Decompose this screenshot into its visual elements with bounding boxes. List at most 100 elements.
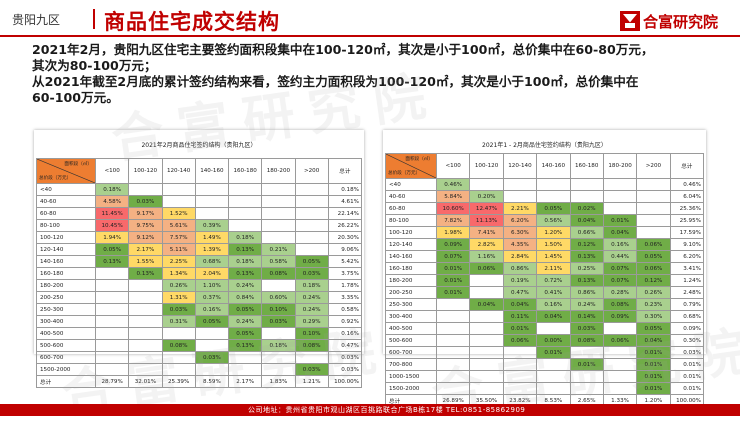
table-cell: 6.30% — [502, 226, 538, 239]
table-corner-header: 面积段（㎡） 总价段（万元） — [36, 158, 96, 184]
column-total: 8.59% — [194, 375, 230, 388]
column-header: >200 — [636, 153, 671, 179]
row-label: 200-250 — [36, 291, 96, 304]
table-cell — [636, 202, 671, 215]
table-cell: 0.24% — [227, 315, 263, 328]
table-cell — [128, 303, 163, 316]
table-cell — [602, 346, 638, 359]
summary-paragraph: 2021年2月，贵阳九区住宅主要签约面积段集中在100-120㎡，其次是小于10… — [32, 42, 722, 106]
table-cell: 0.24% — [294, 303, 329, 316]
row-total: 3.75% — [327, 267, 363, 280]
table-cell: 0.01% — [435, 262, 471, 275]
table-cell: 0.37% — [194, 291, 230, 304]
row-total: 3.35% — [327, 291, 363, 304]
column-total: 1.21% — [294, 375, 329, 388]
table-cell — [602, 370, 638, 383]
table-cell: 7.57% — [161, 231, 196, 244]
table-cell — [502, 178, 538, 191]
table-cell — [128, 183, 163, 196]
table-cell — [94, 339, 130, 352]
table-row: 40-60 5.84% 0.20% 6.04% — [385, 190, 705, 203]
table-cell: 1.52% — [161, 207, 196, 220]
table-row: 600-700 0.01% 0.01% 0.03% — [385, 346, 705, 359]
corner-area-label: 面积段（㎡） — [64, 162, 92, 167]
page-header: 贵阳九区 商品住宅成交结构 合富研究院 — [0, 0, 740, 40]
table-cell: 0.01% — [435, 274, 471, 287]
table-row: 60-80 11.45% 9.17% 1.52% 22.14% — [36, 207, 363, 220]
table-cell — [294, 219, 329, 232]
table-cell — [469, 310, 504, 323]
table-cell: 0.24% — [227, 279, 263, 292]
row-total: 0.16% — [327, 327, 363, 340]
table-cell: 0.04% — [602, 226, 638, 239]
table-cell — [502, 382, 538, 395]
table-cell: 0.01% — [636, 382, 671, 395]
column-header: >200 — [294, 158, 329, 184]
table-cell: 0.68% — [194, 255, 230, 268]
table-cell: 0.26% — [161, 279, 196, 292]
table-row: 700-800 0.01% 0.01% 0.01% — [385, 358, 705, 371]
table-cell: 0.01% — [435, 286, 471, 299]
table-row: 80-100 7.82% 11.13% 6.20% 0.56% 0.04% 0.01% 25.… — [385, 214, 705, 227]
table-cell: 7.82% — [435, 214, 471, 227]
table-cell — [161, 183, 196, 196]
table-cell: 6.20% — [502, 214, 538, 227]
table-cell: 1.31% — [161, 291, 196, 304]
page-title: 商品住宅成交结构 — [104, 10, 280, 34]
table-cell: 0.04% — [569, 214, 604, 227]
table-cell — [435, 358, 471, 371]
table-cell — [435, 322, 471, 335]
table-cell: 0.09% — [602, 310, 638, 323]
table-cell: 0.46% — [435, 178, 471, 191]
table-cell: 0.04% — [636, 334, 671, 347]
table-cell: 1.49% — [194, 231, 230, 244]
table-cell: 0.04% — [469, 298, 504, 311]
table-cell: 0.41% — [536, 286, 571, 299]
table-cell — [602, 190, 638, 203]
summary-line: 其次为80-100万元； — [32, 58, 157, 73]
table-row: 600-700 0.03% 0.03% — [36, 351, 363, 364]
row-label: 120-140 — [385, 238, 437, 251]
table-cell — [227, 207, 263, 220]
table-row: 180-200 0.01% 0.19% 0.72% 0.13% 0.07% 0.12% 1.2… — [385, 274, 705, 287]
table-row: 60-80 10.60% 12.47% 2.21% 0.05% 0.02% 25.36% — [385, 202, 705, 215]
monthly-structure-table: 面积段（㎡） 总价段（万元） <100 100-120 120-140 140-160 16… — [36, 158, 363, 388]
row-label: 40-60 — [36, 195, 96, 208]
table-cell: 5.11% — [161, 243, 196, 256]
row-total: 9.06% — [327, 243, 363, 256]
row-label: 80-100 — [385, 214, 437, 227]
corner-area-label: 面积段（㎡） — [405, 157, 433, 162]
table-cell — [636, 190, 671, 203]
table-cell: 0.20% — [469, 190, 504, 203]
table-cell: 2.17% — [128, 243, 163, 256]
table-cell — [469, 322, 504, 335]
table-cell — [435, 382, 471, 395]
row-label: 500-600 — [385, 334, 437, 347]
table-cell: 2.25% — [161, 255, 196, 268]
footer-contact: 公司地址：贵州省贵阳市观山湖区百挑路联合广场B栋17楼 TEL:0851-858… — [248, 406, 526, 414]
table-cell — [161, 351, 196, 364]
column-total: 1.83% — [261, 375, 296, 388]
table-cell: 0.03% — [194, 351, 230, 364]
table-cell — [294, 183, 329, 196]
table-cell: 0.06% — [469, 262, 504, 275]
header-divider — [93, 9, 95, 29]
table-cell: 0.13% — [227, 267, 263, 280]
table-cell — [469, 346, 504, 359]
table-cell — [227, 363, 263, 376]
table-cell: 0.28% — [602, 286, 638, 299]
row-label: 1500-2000 — [385, 382, 437, 395]
panel-title: 2021年1 - 2月商品住宅签约结构（贵阳九区） — [482, 142, 607, 149]
column-header: 总计 — [669, 153, 705, 179]
table-cell — [227, 183, 263, 196]
table-row: 250-300 0.03% 0.16% 0.05% 0.10% 0.24% 0.58% — [36, 303, 363, 316]
table-cell — [194, 339, 230, 352]
table-cell: 0.18% — [94, 183, 130, 196]
row-total: 25.95% — [669, 214, 705, 227]
table-cell — [536, 370, 571, 383]
column-header: 160-180 — [227, 158, 263, 184]
table-cell: 0.19% — [502, 274, 538, 287]
table-cell: 0.16% — [602, 238, 638, 251]
table-cell: 0.04% — [536, 310, 571, 323]
row-label: 160-180 — [36, 267, 96, 280]
